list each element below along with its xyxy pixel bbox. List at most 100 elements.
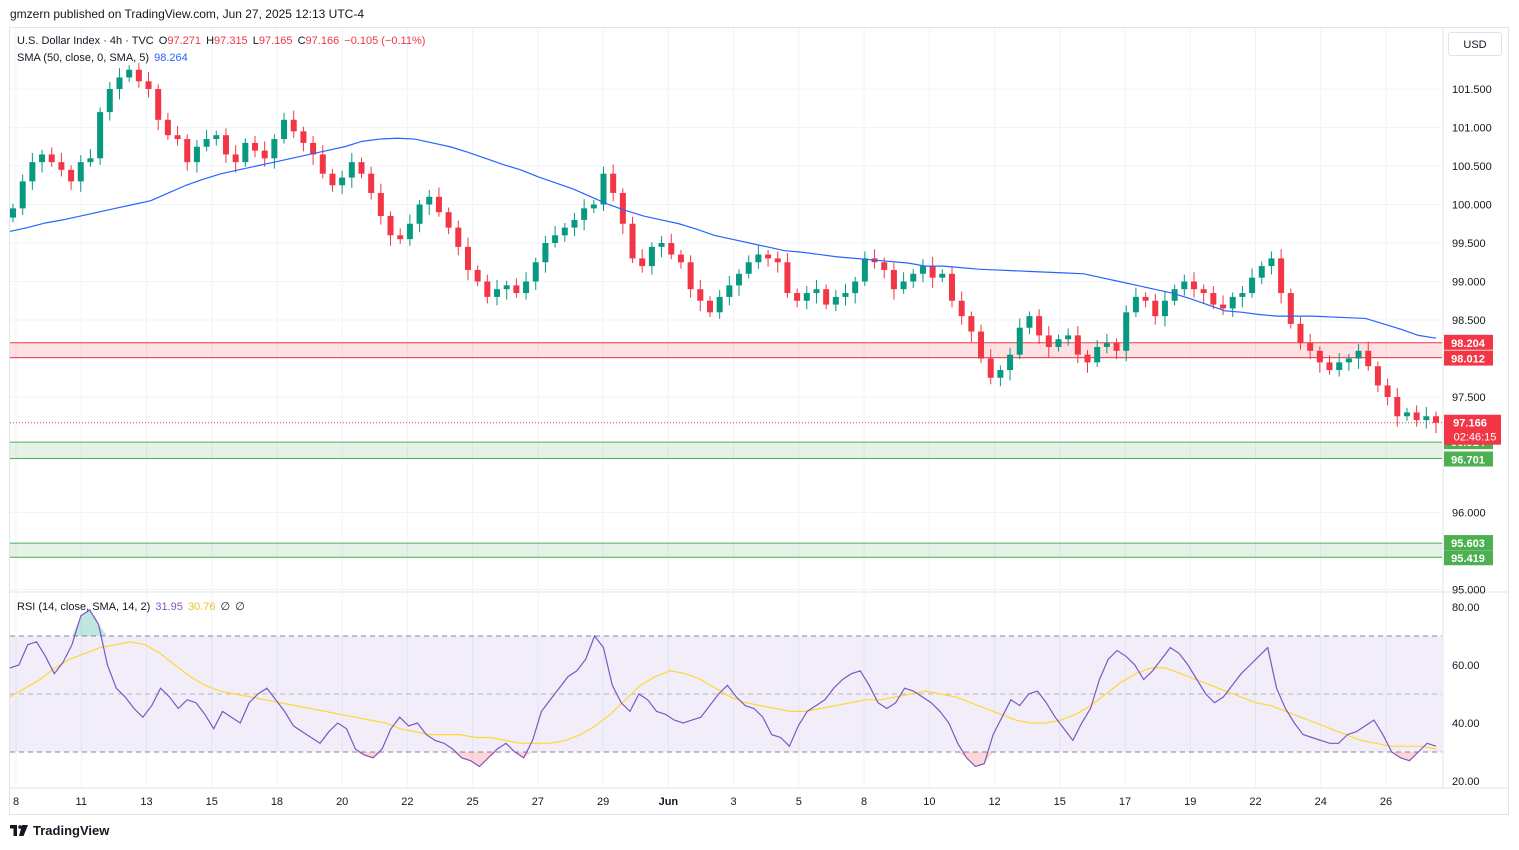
candle-body	[1026, 316, 1033, 328]
candle-body	[1123, 312, 1130, 351]
resistance-zone-bottom-label: 98.012	[1451, 354, 1485, 366]
candle-body	[890, 269, 897, 290]
candle-body	[958, 300, 965, 317]
support-zone-bottom-label: 96.701	[1451, 455, 1485, 467]
candle-body	[1336, 362, 1343, 371]
candle-body	[406, 223, 413, 240]
candle-body	[1171, 289, 1178, 301]
candle-body	[39, 154, 46, 163]
high-value: 97.315	[214, 35, 248, 47]
candle-body	[1268, 258, 1275, 267]
time-tick-label: 25	[467, 796, 479, 808]
candle-body	[348, 162, 355, 178]
resistance-zone[interactable]	[10, 342, 1442, 358]
price-tick-label: 97.500	[1452, 392, 1486, 404]
candle-body	[474, 269, 481, 282]
rsi-tick-label: 80.00	[1452, 602, 1480, 614]
candle-body	[1016, 327, 1023, 355]
sma-label[interactable]: SMA (50, close, 0, SMA, 5)	[17, 52, 150, 64]
time-tick-label: 5	[796, 796, 802, 808]
candle-body	[1384, 385, 1391, 397]
tradingview-logo-icon	[10, 825, 28, 836]
close-value: 97.166	[305, 35, 340, 47]
sma-value: 98.264	[154, 52, 188, 64]
candle-body	[339, 177, 346, 186]
candle-body	[765, 254, 772, 259]
candle-body	[329, 173, 336, 186]
time-tick-label: 12	[988, 796, 1000, 808]
candle-body	[9, 208, 17, 218]
candle-body	[397, 235, 404, 240]
candle-body	[435, 196, 442, 213]
resistance-zone-bottom-tag	[1444, 350, 1493, 366]
candle-body	[736, 273, 743, 286]
time-tick-label: 24	[1315, 796, 1327, 808]
candle-body	[1403, 412, 1410, 417]
candle-body	[494, 289, 501, 297]
candle-body	[687, 262, 694, 290]
candle-body	[745, 262, 752, 274]
candle-body	[174, 135, 181, 140]
candle-body	[716, 296, 723, 313]
candle-body	[232, 154, 239, 163]
rsi-line	[9, 609, 1437, 768]
candle-body	[68, 169, 75, 182]
time-tick-label: 27	[532, 796, 544, 808]
candle-body	[1084, 354, 1091, 363]
candle-body	[639, 258, 646, 267]
candle-body	[987, 358, 994, 378]
candle-body	[910, 273, 917, 282]
candle-body	[784, 262, 791, 294]
rsi-overbought-fill	[10, 609, 1436, 636]
candle-body	[1103, 343, 1110, 347]
candle-body	[794, 293, 801, 301]
candle-body	[1181, 281, 1188, 290]
candle-body	[135, 69, 142, 82]
candle-body	[823, 289, 830, 305]
support-zone-top-label: 95.603	[1451, 538, 1485, 550]
candle-body	[697, 289, 704, 301]
candle-body	[803, 293, 810, 301]
candle-body	[19, 181, 26, 209]
candle-body	[1036, 316, 1043, 336]
footer-brand[interactable]: TradingView	[10, 823, 109, 838]
candle-body	[677, 254, 684, 263]
candle-body	[126, 69, 133, 78]
candle-body	[532, 262, 539, 282]
candle-body	[1094, 346, 1101, 363]
support-zone[interactable]	[10, 543, 1442, 558]
rsi-oversold-fill	[10, 752, 1436, 767]
candle-body	[1432, 416, 1440, 423]
candle-body	[619, 192, 626, 224]
candle-body	[300, 131, 307, 143]
candle-body	[552, 235, 559, 243]
symbol-label[interactable]: U.S. Dollar Index · 4h · TVC	[17, 35, 154, 47]
candle-body	[213, 135, 220, 140]
close-label: C	[297, 35, 306, 47]
support-zone[interactable]	[10, 442, 1442, 459]
time-tick-label: 13	[140, 796, 152, 808]
candle-body	[1007, 354, 1014, 371]
candle-body	[193, 146, 200, 163]
main-legend: U.S. Dollar Index · 4h · TVC O97.271 H97…	[17, 35, 427, 47]
candle-body	[881, 262, 888, 270]
candle-body	[368, 173, 375, 193]
low-value: 97.165	[258, 35, 293, 47]
sma-legend: SMA (50, close, 0, SMA, 5) 98.264	[17, 52, 190, 64]
candle-body	[842, 293, 849, 297]
rsi-label[interactable]: RSI (14, close, SMA, 14, 2)	[17, 601, 151, 613]
candle-body	[929, 266, 936, 278]
candle-body	[726, 285, 733, 297]
price-tick-label: 98.500	[1452, 315, 1486, 327]
sma-line	[9, 137, 1437, 339]
candle-body	[1413, 412, 1420, 421]
time-tick-label: 11	[76, 796, 87, 808]
time-tick-label: 10	[923, 796, 935, 808]
candle-body	[1278, 258, 1285, 294]
price-tick-label: 100.000	[1452, 200, 1492, 212]
price-tick-label: 99.000	[1452, 277, 1486, 289]
time-tick-label: Jun	[659, 796, 679, 808]
currency-button[interactable]: USD	[1448, 32, 1502, 56]
rsi-legend: RSI (14, close, SMA, 14, 2) 31.95 30.76 …	[17, 600, 247, 613]
